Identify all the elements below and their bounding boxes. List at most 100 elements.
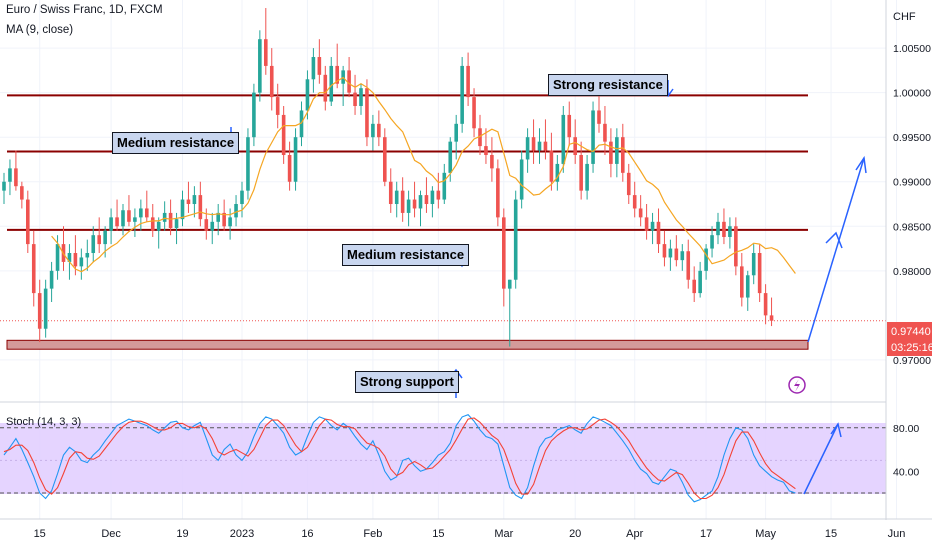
medium-resistance-label-top[interactable]: Medium resistance	[112, 132, 240, 154]
candle-body	[252, 92, 256, 138]
candle-body	[555, 163, 560, 182]
candle-body	[234, 204, 238, 218]
current-price-value: 0.97440	[891, 326, 931, 338]
candle-body	[43, 288, 48, 329]
current-price-tag: 0.97440 03:25:16	[887, 322, 932, 356]
candle-body	[311, 57, 316, 80]
candle-body	[472, 97, 476, 129]
candle-body	[2, 181, 6, 191]
candle-body	[127, 210, 131, 222]
candle-body	[597, 110, 601, 124]
candle-body	[751, 253, 756, 276]
candle-body	[603, 123, 607, 142]
stoch-legend[interactable]: Stoch (14, 3, 3)	[6, 416, 82, 428]
forecast-arrow-tick	[825, 231, 843, 249]
candle-body	[531, 137, 536, 151]
candle-body	[591, 110, 595, 164]
countdown-timer: 03:25:16	[891, 342, 932, 354]
candle-body	[204, 219, 209, 231]
price-tick-label: 1.00000	[893, 88, 931, 100]
candle-body	[353, 92, 357, 107]
candle-body	[638, 208, 643, 218]
time-tick-label: Dec	[101, 528, 121, 540]
candle-body	[139, 208, 143, 218]
candle-body	[442, 172, 447, 200]
strong-resistance-label[interactable]: Strong resistance	[548, 74, 668, 96]
candle-body	[377, 123, 381, 138]
candle-body	[513, 199, 518, 280]
time-tick-label: Mar	[494, 528, 513, 540]
candle-body	[757, 253, 762, 294]
candle-body	[466, 65, 470, 98]
candle-body	[180, 199, 185, 220]
candle-body	[609, 141, 613, 164]
candle-body	[656, 221, 661, 245]
ma-legend[interactable]: MA (9, close)	[6, 24, 74, 36]
candle-body	[258, 39, 262, 93]
candle-body	[240, 190, 244, 205]
candle-body	[692, 279, 696, 294]
candle-body	[246, 137, 250, 191]
forecast-arrow-stoch	[803, 423, 839, 495]
time-axis[interactable]: 15 Dec 19 2023 16 Feb 15 Mar 20 Apr 17 May 15 Jun	[34, 528, 906, 540]
symbol-legend[interactable]: Euro / Swiss Franc, 1D, FXCM	[6, 4, 163, 16]
candles	[2, 8, 774, 347]
time-tick-label: May	[755, 528, 776, 540]
time-tick-label: 15	[432, 528, 444, 540]
forecast-arrow-main-head	[855, 155, 867, 174]
candle-body	[424, 195, 429, 205]
candle-body	[359, 88, 363, 107]
price-tick-label: 1.00500	[893, 43, 931, 55]
candle-body	[85, 253, 90, 258]
candle-body	[156, 221, 161, 231]
candle-body	[383, 137, 387, 182]
candle-body	[698, 270, 702, 294]
candle-body	[115, 217, 119, 227]
candle-body	[543, 141, 548, 151]
candle-body	[37, 293, 42, 329]
candle-body	[8, 168, 12, 182]
candle-body	[210, 221, 215, 231]
stoch-axis[interactable]: 80.00 40.00	[893, 423, 919, 479]
candle-body	[317, 57, 322, 75]
candle-body	[662, 244, 667, 258]
candle-body	[668, 248, 673, 258]
candle-body	[162, 212, 167, 222]
candle-body	[507, 279, 512, 289]
strong-support-label[interactable]: Strong support	[355, 371, 459, 393]
candle-body	[519, 159, 524, 200]
candle-body	[537, 141, 542, 151]
candle-body	[626, 172, 631, 196]
time-tick-label: 20	[569, 528, 581, 540]
candle-body	[716, 221, 720, 236]
candle-body	[388, 181, 393, 205]
time-tick-label: 17	[700, 528, 712, 540]
candle-body	[133, 217, 137, 222]
lightning-alert-icon[interactable]	[788, 376, 806, 394]
ma-line-layer	[51, 76, 796, 274]
candle-body	[216, 212, 220, 222]
candle-body	[436, 190, 441, 200]
candle-body	[67, 253, 72, 262]
ma-line	[51, 76, 796, 274]
candle-body	[579, 155, 583, 191]
forecast-arrow-main	[807, 157, 865, 343]
candle-body	[323, 74, 328, 102]
candle-body	[561, 114, 566, 164]
resistance-levels	[0, 94, 886, 322]
medium-resistance-label-mid[interactable]: Medium resistance	[342, 244, 470, 266]
candle-body	[145, 208, 149, 218]
candle-body	[228, 217, 232, 227]
time-tick-label: 16	[301, 528, 313, 540]
currency-label: CHF	[893, 11, 916, 23]
price-axis[interactable]: 1.00500 1.00000 0.99500 0.99000 0.98500 0.980…	[893, 43, 931, 367]
candle-body	[710, 235, 714, 249]
candle-body	[174, 219, 179, 229]
candle-body	[728, 226, 732, 237]
time-tick-label: 15	[34, 528, 46, 540]
candle-body	[484, 146, 488, 156]
candle-body	[650, 221, 655, 231]
candle-body	[585, 163, 589, 191]
candle-body	[686, 251, 691, 280]
